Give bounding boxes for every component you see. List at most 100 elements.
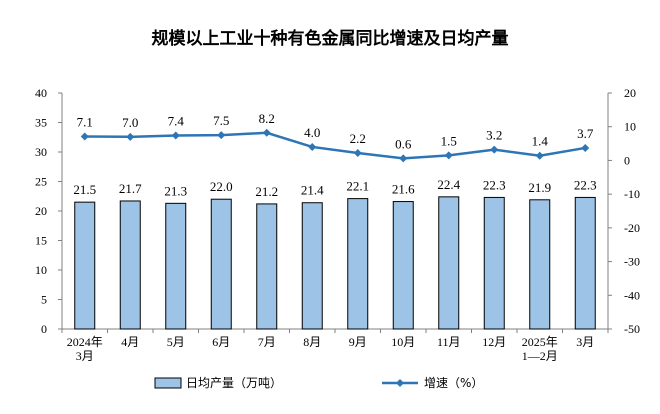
bar: [483, 196, 505, 330]
legend-bar-label: 日均产量（万吨）: [186, 376, 282, 390]
x-tick-label-line: 10月: [391, 335, 415, 349]
x-tick-label: 2024年 3月: [67, 335, 103, 363]
x-tick-label-line: 11月: [437, 335, 461, 349]
x-tick-label: 3月: [576, 335, 594, 349]
bar: [210, 198, 232, 330]
line-marker: [581, 143, 590, 152]
bar-data-label: 21.5: [73, 182, 96, 197]
bar-data-label: 21.9: [528, 180, 551, 195]
bar: [165, 202, 187, 330]
x-tick-label: 8月: [303, 335, 321, 349]
line-marker: [399, 154, 408, 163]
line-marker: [126, 132, 135, 141]
bar-data-label: 22.3: [483, 177, 506, 192]
x-tick-label: 11月: [437, 335, 461, 349]
x-tick-label: 9月: [349, 335, 367, 349]
line-data-label: 0.6: [395, 136, 412, 151]
right-tick-label: 20: [624, 86, 636, 100]
right-tick-label: 10: [624, 120, 636, 134]
line-data-label: 1.5: [441, 133, 457, 148]
x-tick-label: 10月: [391, 335, 415, 349]
bar: [438, 196, 460, 330]
right-tick-label: -10: [624, 187, 640, 201]
bar: [392, 201, 414, 330]
x-tick-label-line: 2024年: [67, 335, 103, 349]
left-tick-label: 15: [35, 234, 47, 248]
legend-bar-swatch: [154, 377, 182, 389]
left-tick-label: 35: [35, 116, 47, 130]
x-tick-label: 6月: [212, 335, 230, 349]
line-data-label: 7.0: [122, 115, 138, 130]
line-data-label: 1.4: [532, 134, 549, 149]
line-marker: [80, 132, 89, 141]
left-tick-label: 5: [41, 293, 47, 307]
bar-data-label: 22.3: [574, 177, 597, 192]
x-tick-label-line: 12月: [482, 335, 506, 349]
line-data-label: 3.7: [577, 126, 594, 141]
line-marker: [217, 131, 226, 140]
bar-data-label: 21.6: [392, 182, 415, 197]
line-marker: [171, 131, 180, 140]
bar-data-label: 21.2: [255, 184, 278, 199]
line-marker: [308, 142, 317, 151]
bar-data-label: 22.4: [437, 177, 460, 192]
x-tick-label-line: 6月: [212, 335, 230, 349]
bar-data-label: 22.0: [210, 179, 233, 194]
line-marker: [444, 151, 453, 160]
line-marker: [353, 149, 362, 158]
left-tick-label: 20: [35, 204, 47, 218]
left-tick-label: 0: [41, 322, 47, 336]
line-data-label: 7.4: [168, 113, 185, 128]
bar-data-label: 21.7: [119, 181, 142, 196]
bar: [347, 198, 369, 330]
bar-data-label: 21.3: [164, 183, 187, 198]
bar: [119, 200, 141, 330]
right-tick-label: -40: [624, 288, 640, 302]
x-tick-label: 5月: [167, 335, 185, 349]
x-tick-label-line: 9月: [349, 335, 367, 349]
chart-title: 规模以上工业十种有色金属同比增速及日均产量: [152, 28, 509, 49]
bar: [74, 201, 96, 330]
plot-area: 0 5 10 15 20 25 30 35 40 -50 -40 -30 -20 -10 0 10 20 2024…: [35, 86, 640, 363]
right-tick-label: -50: [624, 322, 640, 336]
x-tick-label: 12月: [482, 335, 506, 349]
legend: 日均产量（万吨） 增速（%）: [154, 376, 483, 390]
x-tick-label: 4月: [121, 335, 139, 349]
x-tick-label: 7月: [258, 335, 276, 349]
right-tick-label: -20: [624, 221, 640, 235]
line-data-label: 3.2: [486, 128, 502, 143]
line-data-label: 7.5: [213, 113, 229, 128]
line-marker: [262, 128, 271, 137]
legend-line-label: 增速（%）: [424, 376, 483, 390]
line-data-label: 7.1: [77, 114, 93, 129]
bar: [529, 199, 551, 330]
x-tick-label-line: 3月: [76, 349, 94, 363]
growth-line: [84, 131, 586, 160]
bar-data-label: 22.1: [346, 179, 369, 194]
right-tick-label: 0: [624, 153, 630, 167]
x-tick-label-line: 8月: [303, 335, 321, 349]
legend-line-marker: [396, 379, 404, 387]
bar: [301, 202, 323, 330]
bar: [256, 203, 278, 330]
right-tick-label: -30: [624, 255, 640, 269]
x-tick-label-line: 7月: [258, 335, 276, 349]
x-tick-label-line: 4月: [121, 335, 139, 349]
left-tick-label: 25: [35, 175, 47, 189]
line-marker: [535, 151, 544, 160]
x-tick-label-line: 3月: [576, 335, 594, 349]
line-data-label: 8.2: [259, 111, 275, 126]
x-tick-label-line: 2025年: [522, 335, 558, 349]
x-tick-label-line: 1—2月: [522, 349, 558, 363]
left-tick-label: 30: [35, 145, 47, 159]
left-tick-label: 10: [35, 263, 47, 277]
line-data-label: 4.0: [304, 125, 320, 140]
line-data-label: 2.2: [350, 131, 366, 146]
bar-data-label: 21.4: [301, 183, 324, 198]
bar: [574, 196, 596, 330]
x-tick-label: 2025年 1—2月: [522, 335, 558, 363]
line-marker: [490, 145, 499, 154]
x-tick-label-line: 5月: [167, 335, 185, 349]
